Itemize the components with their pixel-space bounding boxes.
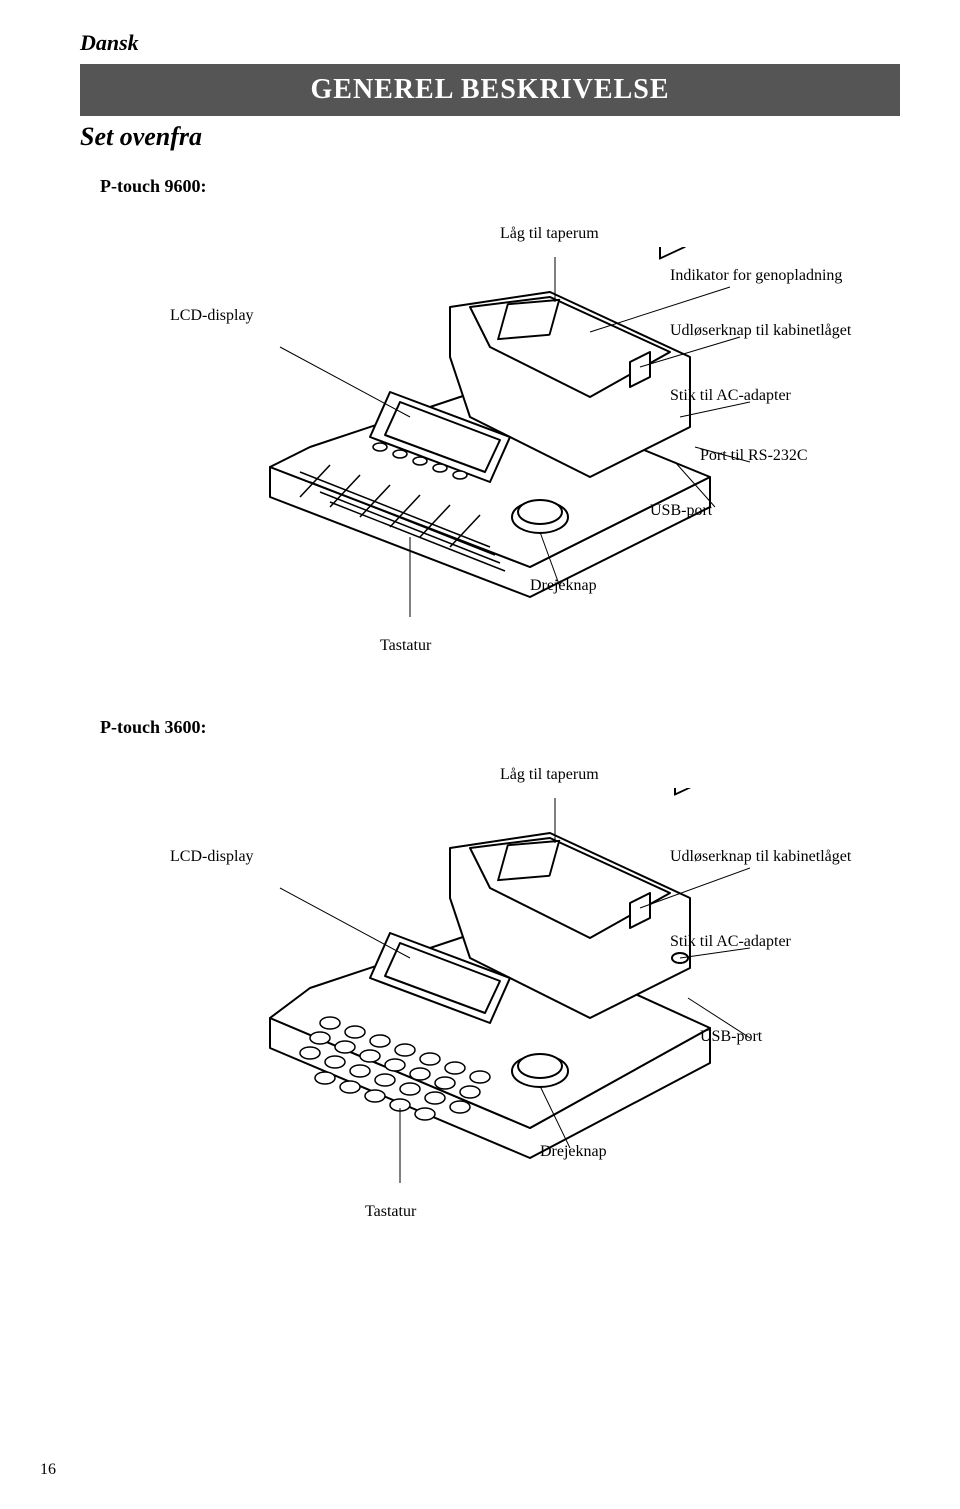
- device2-model: P-touch 3600:: [100, 717, 900, 738]
- callout-dial-1: Drejeknap: [530, 577, 597, 595]
- callout-ac-1: Stik til AC-adapter: [670, 387, 791, 405]
- callout-release-2: Udløserknap til kabinetlåget: [670, 848, 851, 866]
- page-title: GENEREL BESKRIVELSE: [80, 64, 900, 116]
- device1-drawing: [230, 247, 750, 627]
- callout-ac-2: Stik til AC-adapter: [670, 933, 791, 951]
- callout-charge-1: Indikator for genopladning: [670, 267, 842, 285]
- callout-keyboard-2: Tastatur: [365, 1203, 416, 1221]
- language-label: Dansk: [80, 30, 900, 56]
- callout-usb-2: USB-port: [700, 1028, 762, 1046]
- callout-lcd-2: LCD-display: [170, 848, 254, 866]
- callout-lcd-1: LCD-display: [170, 307, 254, 325]
- subtitle: Set ovenfra: [80, 122, 900, 152]
- page: Dansk GENEREL BESKRIVELSE Set ovenfra P-…: [0, 0, 960, 1509]
- callout-tape-lid-2: Låg til taperum: [500, 766, 599, 784]
- callout-rs232c-1: Port til RS-232C: [700, 447, 808, 465]
- callout-tape-lid-1: Låg til taperum: [500, 225, 599, 243]
- callout-usb-1: USB-port: [650, 502, 712, 520]
- callout-keyboard-1: Tastatur: [380, 637, 431, 655]
- callout-dial-2: Drejeknap: [540, 1143, 607, 1161]
- device1-diagram: Låg til taperum LCD-display Indikator fo…: [100, 207, 880, 687]
- device1-model: P-touch 9600:: [100, 176, 900, 197]
- callout-release-1: Udløserknap til kabinetlåget: [670, 322, 851, 340]
- device2-diagram: Låg til taperum LCD-display Udløserknap …: [100, 748, 880, 1268]
- page-number: 16: [40, 1461, 56, 1479]
